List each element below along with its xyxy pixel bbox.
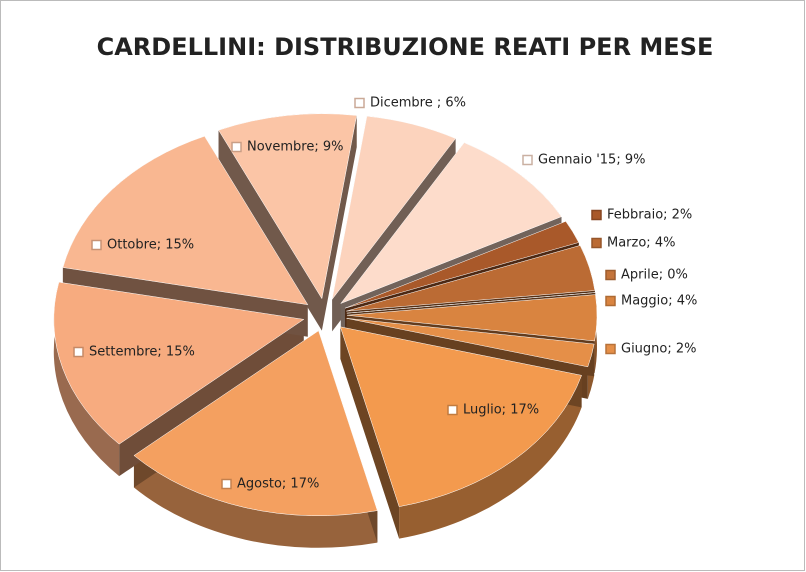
label-marker (91, 239, 102, 251)
data-label: Dicembre ; 6% (370, 96, 466, 111)
label-marker (221, 478, 232, 490)
label-marker (605, 295, 616, 307)
data-label: Febbraio; 2% (607, 208, 692, 223)
data-label: Agosto; 17% (237, 477, 319, 492)
slice (346, 245, 596, 312)
slice (344, 221, 580, 309)
label-marker (522, 154, 533, 166)
data-label: Maggio; 4% (621, 294, 697, 309)
slice-side (399, 375, 582, 539)
slice-side (53, 282, 120, 477)
label-marker (73, 346, 84, 358)
slice (346, 318, 595, 368)
label-marker (354, 97, 365, 109)
slice-wall (340, 142, 562, 336)
slice-wall (62, 136, 308, 337)
slice (331, 115, 456, 300)
data-label: Ottobre; 15% (107, 238, 194, 253)
data-label: Marzo; 4% (607, 236, 675, 251)
chart-title: CARDELLINI: DISTRIBUZIONE REATI PER MESE (97, 33, 714, 61)
data-label: Gennaio '15; 9% (538, 153, 645, 168)
label-marker (231, 141, 242, 153)
slice (218, 113, 357, 300)
label-marker (591, 209, 602, 221)
data-label: Luglio; 17% (463, 403, 539, 418)
slice (53, 281, 305, 445)
label-marker (605, 269, 616, 281)
data-labels: Dicembre ; 6% Gennaio '15; 9% Febbraio; 2%… (73, 96, 697, 492)
slice (346, 294, 598, 342)
data-label: Settembre; 15% (89, 345, 195, 360)
slice (62, 135, 309, 306)
label-marker (447, 404, 458, 416)
slice (340, 142, 562, 305)
label-marker (591, 237, 602, 249)
label-marker (605, 343, 616, 355)
data-label: Novembre; 9% (247, 140, 343, 155)
slice (133, 330, 378, 517)
data-label: Aprile; 0% (621, 268, 688, 283)
slice-side (133, 455, 378, 548)
pie-tops (53, 113, 598, 517)
data-label: Giugno; 2% (621, 342, 697, 357)
slice (339, 326, 582, 507)
